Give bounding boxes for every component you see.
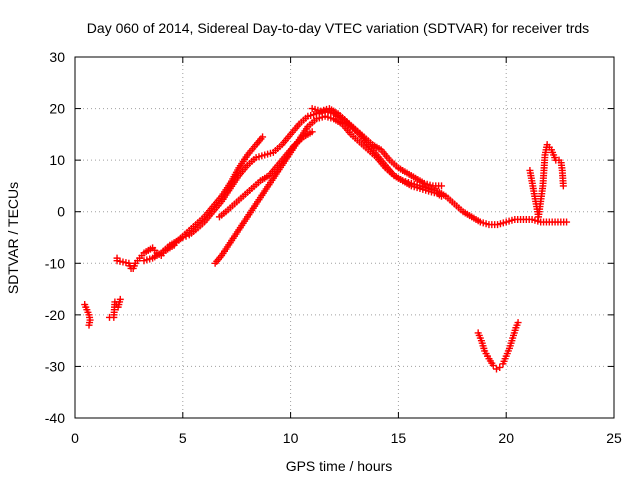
data-point [514, 319, 522, 327]
y-tick-label: 10 [49, 152, 65, 168]
data-point [308, 128, 316, 136]
series-arc-i [526, 141, 567, 221]
data-point [563, 218, 571, 226]
y-axis-label: SDTVAR / TECUs [5, 182, 21, 294]
axis-ticks: 0 5 10 15 20 25 -40 -30 -20 -10 0 10 20 30 [45, 49, 622, 446]
grid-lines [75, 57, 614, 418]
series-arc-b [105, 295, 124, 321]
series-arc-a [81, 301, 94, 329]
y-tick-label: -40 [45, 410, 65, 426]
series-arc-d [140, 133, 267, 265]
x-tick-label: 25 [606, 430, 622, 446]
x-axis-label: GPS time / hours [286, 458, 393, 474]
data-point [492, 365, 500, 373]
data-point [438, 182, 446, 190]
series-arc-h [474, 319, 522, 373]
chart-title: Day 060 of 2014, Sidereal Day-to-day VTE… [87, 20, 589, 36]
x-tick-label: 15 [391, 430, 407, 446]
x-tick-label: 5 [179, 430, 187, 446]
data-point [496, 363, 504, 371]
y-tick-label: -20 [45, 307, 65, 323]
y-tick-label: -30 [45, 358, 65, 374]
y-tick-label: -10 [45, 255, 65, 271]
data-point [116, 295, 124, 303]
data-point [489, 361, 497, 369]
data-point [438, 192, 446, 200]
x-tick-label: 20 [498, 430, 514, 446]
series-arc-c [113, 107, 571, 272]
series-arc-f [211, 112, 446, 267]
data-point [259, 133, 267, 141]
series-arc-g [308, 105, 446, 190]
data-points [81, 105, 571, 373]
y-tick-label: 30 [49, 49, 65, 65]
y-tick-label: 20 [49, 101, 65, 117]
y-tick-label: 0 [57, 204, 65, 220]
data-point [85, 321, 93, 329]
x-tick-label: 0 [71, 430, 79, 446]
x-tick-label: 10 [283, 430, 299, 446]
data-point [559, 182, 567, 190]
plot-frame [74, 56, 615, 419]
